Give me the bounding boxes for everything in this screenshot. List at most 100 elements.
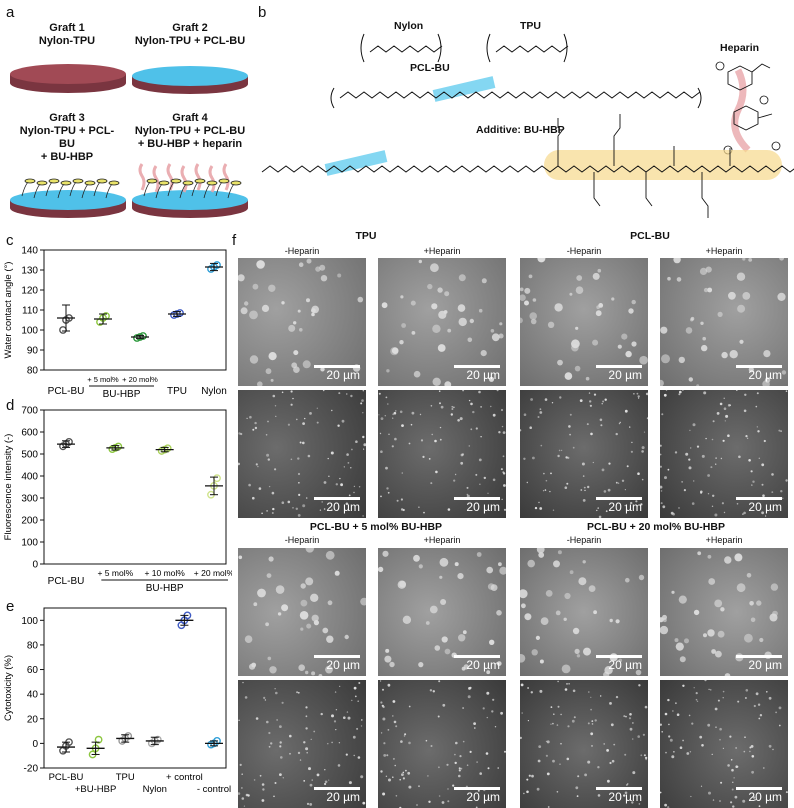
sem-particle <box>611 297 614 300</box>
sem-particle <box>430 606 438 614</box>
sem-particle <box>339 742 340 743</box>
chart-d-category-0: PCL-BU <box>48 576 85 587</box>
chart-d-ytick-label-7: 700 <box>21 406 38 417</box>
sem-particle <box>742 292 750 300</box>
sem-particle <box>565 372 573 380</box>
sem-particle <box>731 759 733 761</box>
sem-particle <box>545 489 547 491</box>
sem-particle <box>269 746 271 748</box>
sem-particle <box>566 483 568 485</box>
sem-particle <box>557 791 559 793</box>
sem-particle <box>360 598 366 606</box>
sem-particle <box>411 301 416 306</box>
sem-particle <box>660 454 662 456</box>
sem-particle <box>725 420 726 421</box>
sem-particle <box>697 701 698 702</box>
sem-particle <box>584 487 586 489</box>
sem-particle <box>289 735 292 738</box>
chart-d-category-3: + 20 mol% <box>194 568 232 578</box>
sem-particle <box>642 479 644 481</box>
sem-particle <box>608 489 611 492</box>
chart-c-ytick-label-2: 100 <box>21 326 38 337</box>
sem-particle <box>590 732 593 735</box>
sem-particle <box>537 788 540 791</box>
sem-particle <box>590 697 591 698</box>
sem-particle <box>354 687 357 690</box>
sem-particle <box>557 455 559 457</box>
graft-3-disc <box>10 179 126 218</box>
sem-particle <box>583 648 591 656</box>
sem-image-r2-c2: 20 µm <box>378 390 506 518</box>
sem-particle <box>605 399 607 401</box>
sem-particle <box>403 772 405 774</box>
sem-particle <box>593 462 594 463</box>
sem-particle <box>704 680 706 681</box>
sem-particle <box>298 752 300 754</box>
sem-particle <box>724 512 725 513</box>
sem-particle <box>401 508 403 510</box>
sem-particle <box>301 583 306 588</box>
sem-particle <box>547 740 550 743</box>
sem-particle <box>331 742 333 744</box>
sem-particle <box>327 743 328 744</box>
chart-e-category-0: PCL-BU <box>49 772 84 783</box>
sem-particle <box>668 469 670 471</box>
sem-particle <box>358 297 364 303</box>
sem-particle <box>546 590 553 597</box>
sem-particle <box>660 486 662 489</box>
sem-particle <box>261 513 263 515</box>
sem-particle <box>256 463 258 465</box>
sem-particle <box>697 551 701 555</box>
sem-particle <box>577 775 579 777</box>
sem-particle <box>708 689 709 690</box>
sem-particle <box>703 633 707 637</box>
sem-particle <box>661 502 663 504</box>
sem-particle <box>771 473 774 476</box>
sem-particle <box>665 713 668 716</box>
sem-particle <box>304 418 305 419</box>
sem-particle <box>609 702 612 705</box>
sem-particle <box>504 509 506 511</box>
sem-particle <box>344 466 345 467</box>
sem-particle <box>348 462 350 464</box>
chemical-structures <box>258 0 794 232</box>
sem-particle <box>637 735 640 738</box>
sem-particle <box>583 499 586 502</box>
sem-particle <box>686 752 689 755</box>
sem-particle <box>395 725 397 727</box>
sem-particle <box>300 442 302 444</box>
sem-particle <box>598 794 601 797</box>
sem-particle <box>266 368 272 374</box>
sem-particle <box>502 471 504 473</box>
sem-particle <box>668 735 670 737</box>
sem-particle <box>503 431 506 434</box>
sem-particle <box>779 707 782 710</box>
sem-particle <box>250 355 258 363</box>
sem-particle <box>303 780 305 782</box>
sem-particle <box>592 340 598 346</box>
sem-particle <box>591 720 593 722</box>
sem-particle <box>447 329 451 333</box>
sem-particle <box>379 393 381 395</box>
sem-particle <box>258 261 261 264</box>
sem-particle <box>520 318 523 324</box>
sem-particle <box>468 695 471 698</box>
sem-particle <box>565 486 568 489</box>
sem-particle <box>752 481 754 483</box>
sem-particle <box>291 459 293 461</box>
sem-particle <box>338 392 340 394</box>
sem-particle <box>308 767 311 770</box>
chart-e-category-2: TPU <box>116 772 135 783</box>
sem-particle <box>498 431 500 433</box>
sem-particle <box>269 352 277 360</box>
chart-e-ytick-label-2: 20 <box>27 714 39 725</box>
sem-particle <box>399 581 406 588</box>
sem-particle <box>565 688 568 691</box>
sem-particle <box>561 450 562 451</box>
sem-particle <box>389 662 394 667</box>
sem-particle <box>267 421 269 423</box>
sem-particle <box>560 714 561 715</box>
sem-particle <box>529 426 532 429</box>
sem-particle <box>571 344 579 352</box>
sem-bottom-title-5mol: PCL-BU + 5 mol% BU-HBP <box>236 521 516 533</box>
